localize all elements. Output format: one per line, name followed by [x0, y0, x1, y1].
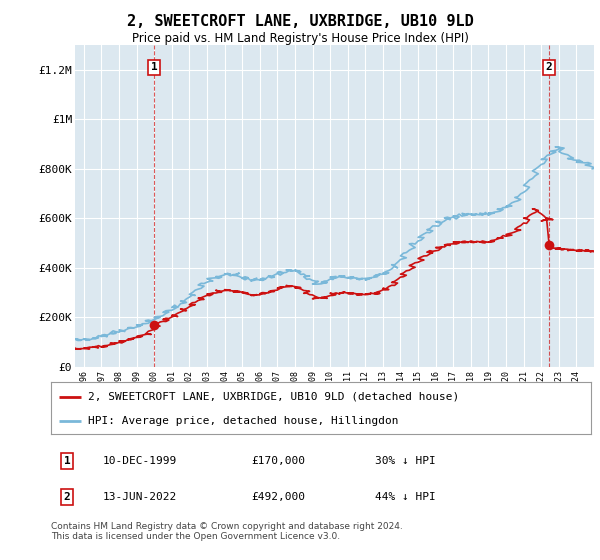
- Text: 1: 1: [64, 456, 71, 466]
- Text: 2, SWEETCROFT LANE, UXBRIDGE, UB10 9LD (detached house): 2, SWEETCROFT LANE, UXBRIDGE, UB10 9LD (…: [88, 392, 459, 402]
- Text: £492,000: £492,000: [251, 492, 305, 502]
- Text: 2: 2: [546, 62, 553, 72]
- Text: Price paid vs. HM Land Registry's House Price Index (HPI): Price paid vs. HM Land Registry's House …: [131, 32, 469, 45]
- Text: 2: 2: [64, 492, 71, 502]
- Text: 10-DEC-1999: 10-DEC-1999: [103, 456, 176, 466]
- Text: 44% ↓ HPI: 44% ↓ HPI: [375, 492, 436, 502]
- Text: 30% ↓ HPI: 30% ↓ HPI: [375, 456, 436, 466]
- Text: HPI: Average price, detached house, Hillingdon: HPI: Average price, detached house, Hill…: [88, 416, 398, 426]
- Text: 13-JUN-2022: 13-JUN-2022: [103, 492, 176, 502]
- Text: £170,000: £170,000: [251, 456, 305, 466]
- Text: 2, SWEETCROFT LANE, UXBRIDGE, UB10 9LD: 2, SWEETCROFT LANE, UXBRIDGE, UB10 9LD: [127, 14, 473, 29]
- Text: 1: 1: [151, 62, 158, 72]
- Text: Contains HM Land Registry data © Crown copyright and database right 2024.
This d: Contains HM Land Registry data © Crown c…: [51, 522, 403, 542]
